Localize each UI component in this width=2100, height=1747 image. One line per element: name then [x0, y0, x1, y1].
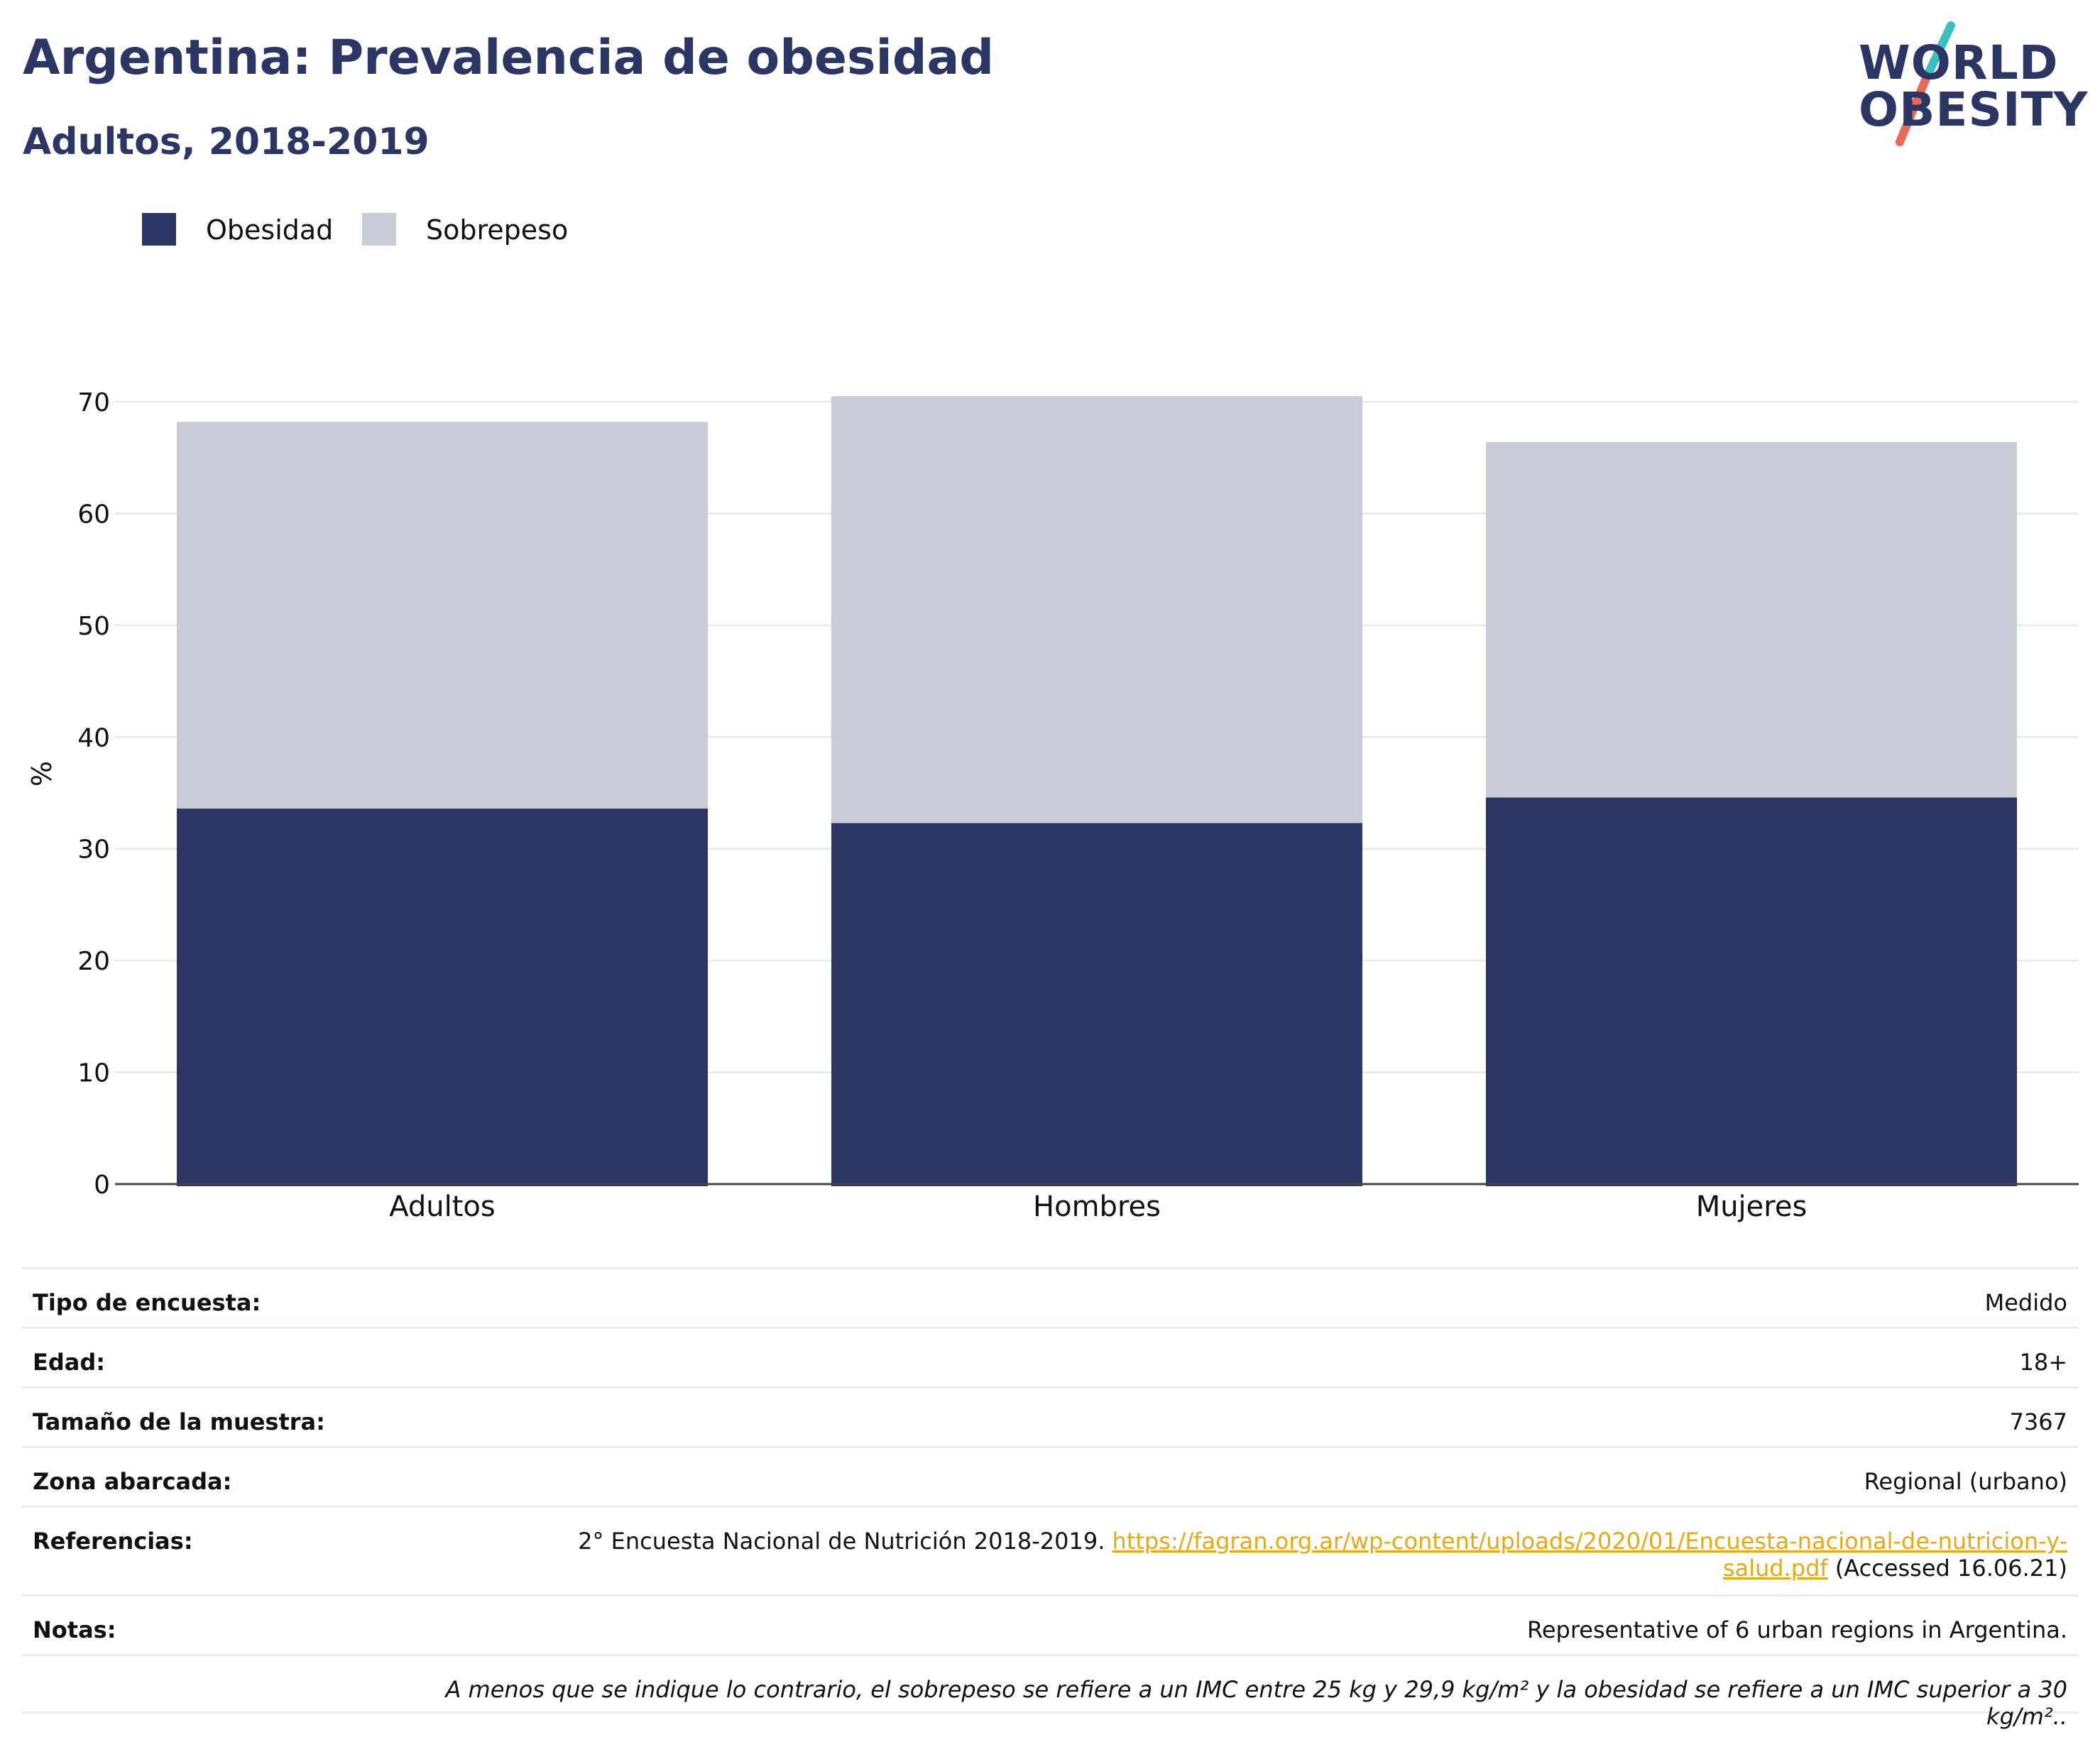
age-value: 18+: [2019, 1349, 2067, 1376]
info-row-sample-size: Tamaño de la muestra: 7367: [21, 1386, 2079, 1446]
logo-line-2: OBESITY: [1859, 82, 2089, 137]
survey-type-value: Medido: [1984, 1289, 2067, 1316]
chart-subtitle: Adultos, 2018-2019: [23, 121, 430, 163]
y-tick-label-70: 70: [77, 388, 110, 417]
legend-swatch-sobrepeso: [362, 213, 396, 246]
y-axis-label: %: [26, 761, 58, 787]
y-tick-label-50: 50: [77, 612, 110, 641]
bar-sobrepeso-adultos: [177, 422, 708, 809]
legend-label-obesidad: Obesidad: [206, 214, 334, 246]
references-link[interactable]: https://fagran.org.ar/wp-content/uploads…: [1112, 1528, 2067, 1555]
area-label: Zona abarcada:: [33, 1468, 232, 1495]
references-text: 2° Encuesta Nacional de Nutrición 2018-2…: [578, 1528, 1105, 1555]
sample-size-value: 7367: [2009, 1408, 2067, 1435]
stacked-bar-chart: 0 10 20 30 40 50 60 70% Adultos Hombres Mujeres: [26, 388, 2079, 1223]
sample-size-label: Tamaño de la muestra:: [33, 1408, 325, 1435]
logo-line-1: WORLD: [1859, 35, 2059, 90]
info-row-age: Edad: 18+: [21, 1327, 2079, 1386]
references-label: Referencias:: [33, 1528, 193, 1555]
y-tick-label-10: 10: [77, 1059, 110, 1088]
info-row-notes: Notas: Representative of 6 urban regions…: [21, 1594, 2079, 1654]
info-row-survey-type: Tipo de encuesta: Medido: [21, 1267, 2079, 1327]
bar-obesidad-adultos: [177, 809, 708, 1186]
legend-swatch-obesidad: [142, 213, 176, 246]
references-accessed: (Accessed 16.06.21): [1834, 1555, 2067, 1582]
world-obesity-logo: WORLD OBESITY: [1846, 21, 2087, 149]
y-tick-label-40: 40: [77, 723, 110, 752]
survey-info-table: Tipo de encuesta: Medido Edad: 18+ Tamañ…: [21, 1267, 2079, 1730]
definition-footnote: A menos que se indique lo contrario, el …: [445, 1676, 2067, 1730]
chart-title: Argentina: Prevalencia de obesidad: [23, 30, 995, 86]
bar-sobrepeso-mujeres: [1486, 442, 2017, 798]
info-row-footnote: A menos que se indique lo contrario, el …: [21, 1654, 2079, 1730]
y-tick-label-20: 20: [77, 947, 110, 976]
x-tick-label-adultos: Adultos: [389, 1190, 496, 1223]
notes-label: Notas:: [33, 1616, 116, 1643]
y-tick-label-60: 60: [77, 500, 110, 529]
bar-sobrepeso-hombres: [831, 396, 1362, 823]
bar-obesidad-hombres: [831, 823, 1362, 1186]
x-tick-label-mujeres: Mujeres: [1696, 1190, 1808, 1223]
y-tick-label-30: 30: [77, 836, 110, 865]
age-label: Edad:: [33, 1349, 106, 1376]
logo-slash-icon: [1896, 21, 1955, 146]
y-tick-label-0: 0: [94, 1171, 110, 1200]
x-tick-label-hombres: Hombres: [1033, 1190, 1161, 1223]
info-row-references: Referencias: 2° Encuesta Nacional de Nut…: [21, 1506, 2079, 1594]
survey-type-label: Tipo de encuesta:: [33, 1289, 261, 1316]
bar-obesidad-mujeres: [1486, 797, 2017, 1186]
references-link-continued[interactable]: salud.pdf: [1722, 1555, 1828, 1582]
legend-label-sobrepeso: Sobrepeso: [426, 214, 569, 246]
references-value: 2° Encuesta Nacional de Nutrición 2018-2…: [363, 1528, 2067, 1582]
info-row-area: Zona abarcada: Regional (urbano): [21, 1446, 2079, 1506]
area-value: Regional (urbano): [1864, 1468, 2067, 1495]
notes-value: Representative of 6 urban regions in Arg…: [1527, 1616, 2067, 1643]
